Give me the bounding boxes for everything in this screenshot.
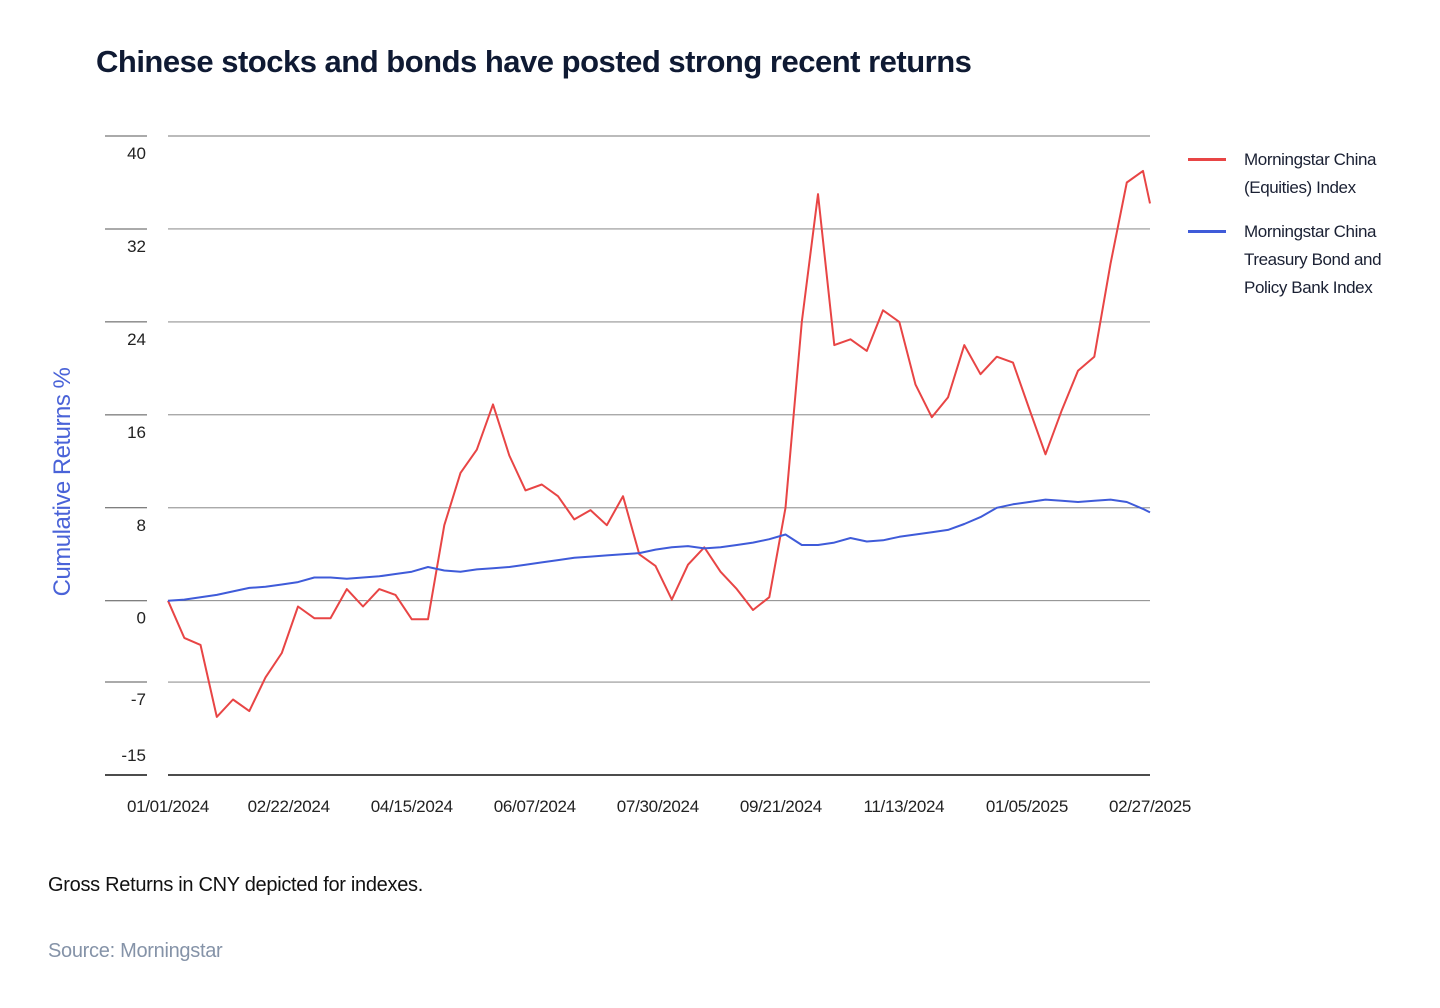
note: Gross Returns in CNY depicted for indexe… — [48, 874, 423, 896]
legend-swatch — [1188, 158, 1226, 161]
legend-label: Morningstar China Treasury Bond and Poli… — [1244, 222, 1382, 297]
legend-item: Morningstar China (Equities) Index — [1188, 146, 1404, 202]
y-tick-label: 24 — [127, 330, 146, 349]
legend-swatch — [1188, 230, 1226, 233]
x-tick-label: 01/05/2025 — [986, 797, 1068, 816]
chart-title: Chinese stocks and bonds have posted str… — [96, 44, 972, 79]
x-tick-label: 11/13/2024 — [864, 797, 945, 816]
legend: Morningstar China (Equities) Index Mornin… — [1188, 146, 1428, 318]
x-tick-label: 06/07/2024 — [494, 797, 576, 816]
y-tick-label: 32 — [127, 237, 146, 256]
x-tick-label: 04/15/2024 — [371, 797, 453, 816]
legend-item: Morningstar China Treasury Bond and Poli… — [1188, 218, 1404, 302]
legend-label: Morningstar China (Equities) Index — [1244, 150, 1377, 197]
y-tick-label: 0 — [137, 609, 146, 628]
y-tick-label: -7 — [131, 690, 146, 709]
y-tick-label: -15 — [121, 746, 146, 765]
x-tick-label: 02/27/2025 — [1109, 797, 1191, 816]
x-tick-label: 02/22/2024 — [248, 797, 330, 816]
series-line — [167, 169, 1151, 718]
x-tick-label: 07/30/2024 — [617, 797, 699, 816]
y-tick-label: 40 — [127, 144, 146, 163]
y-tick-label: 16 — [127, 423, 146, 442]
x-tick-label: 09/21/2024 — [740, 797, 822, 816]
x-tick-label: 01/01/2024 — [127, 797, 209, 816]
series-line — [167, 498, 1151, 602]
source: Source: Morningstar — [48, 940, 223, 962]
y-tick-label: 8 — [137, 516, 146, 535]
y-axis-label: Cumulative Returns % — [49, 367, 76, 596]
